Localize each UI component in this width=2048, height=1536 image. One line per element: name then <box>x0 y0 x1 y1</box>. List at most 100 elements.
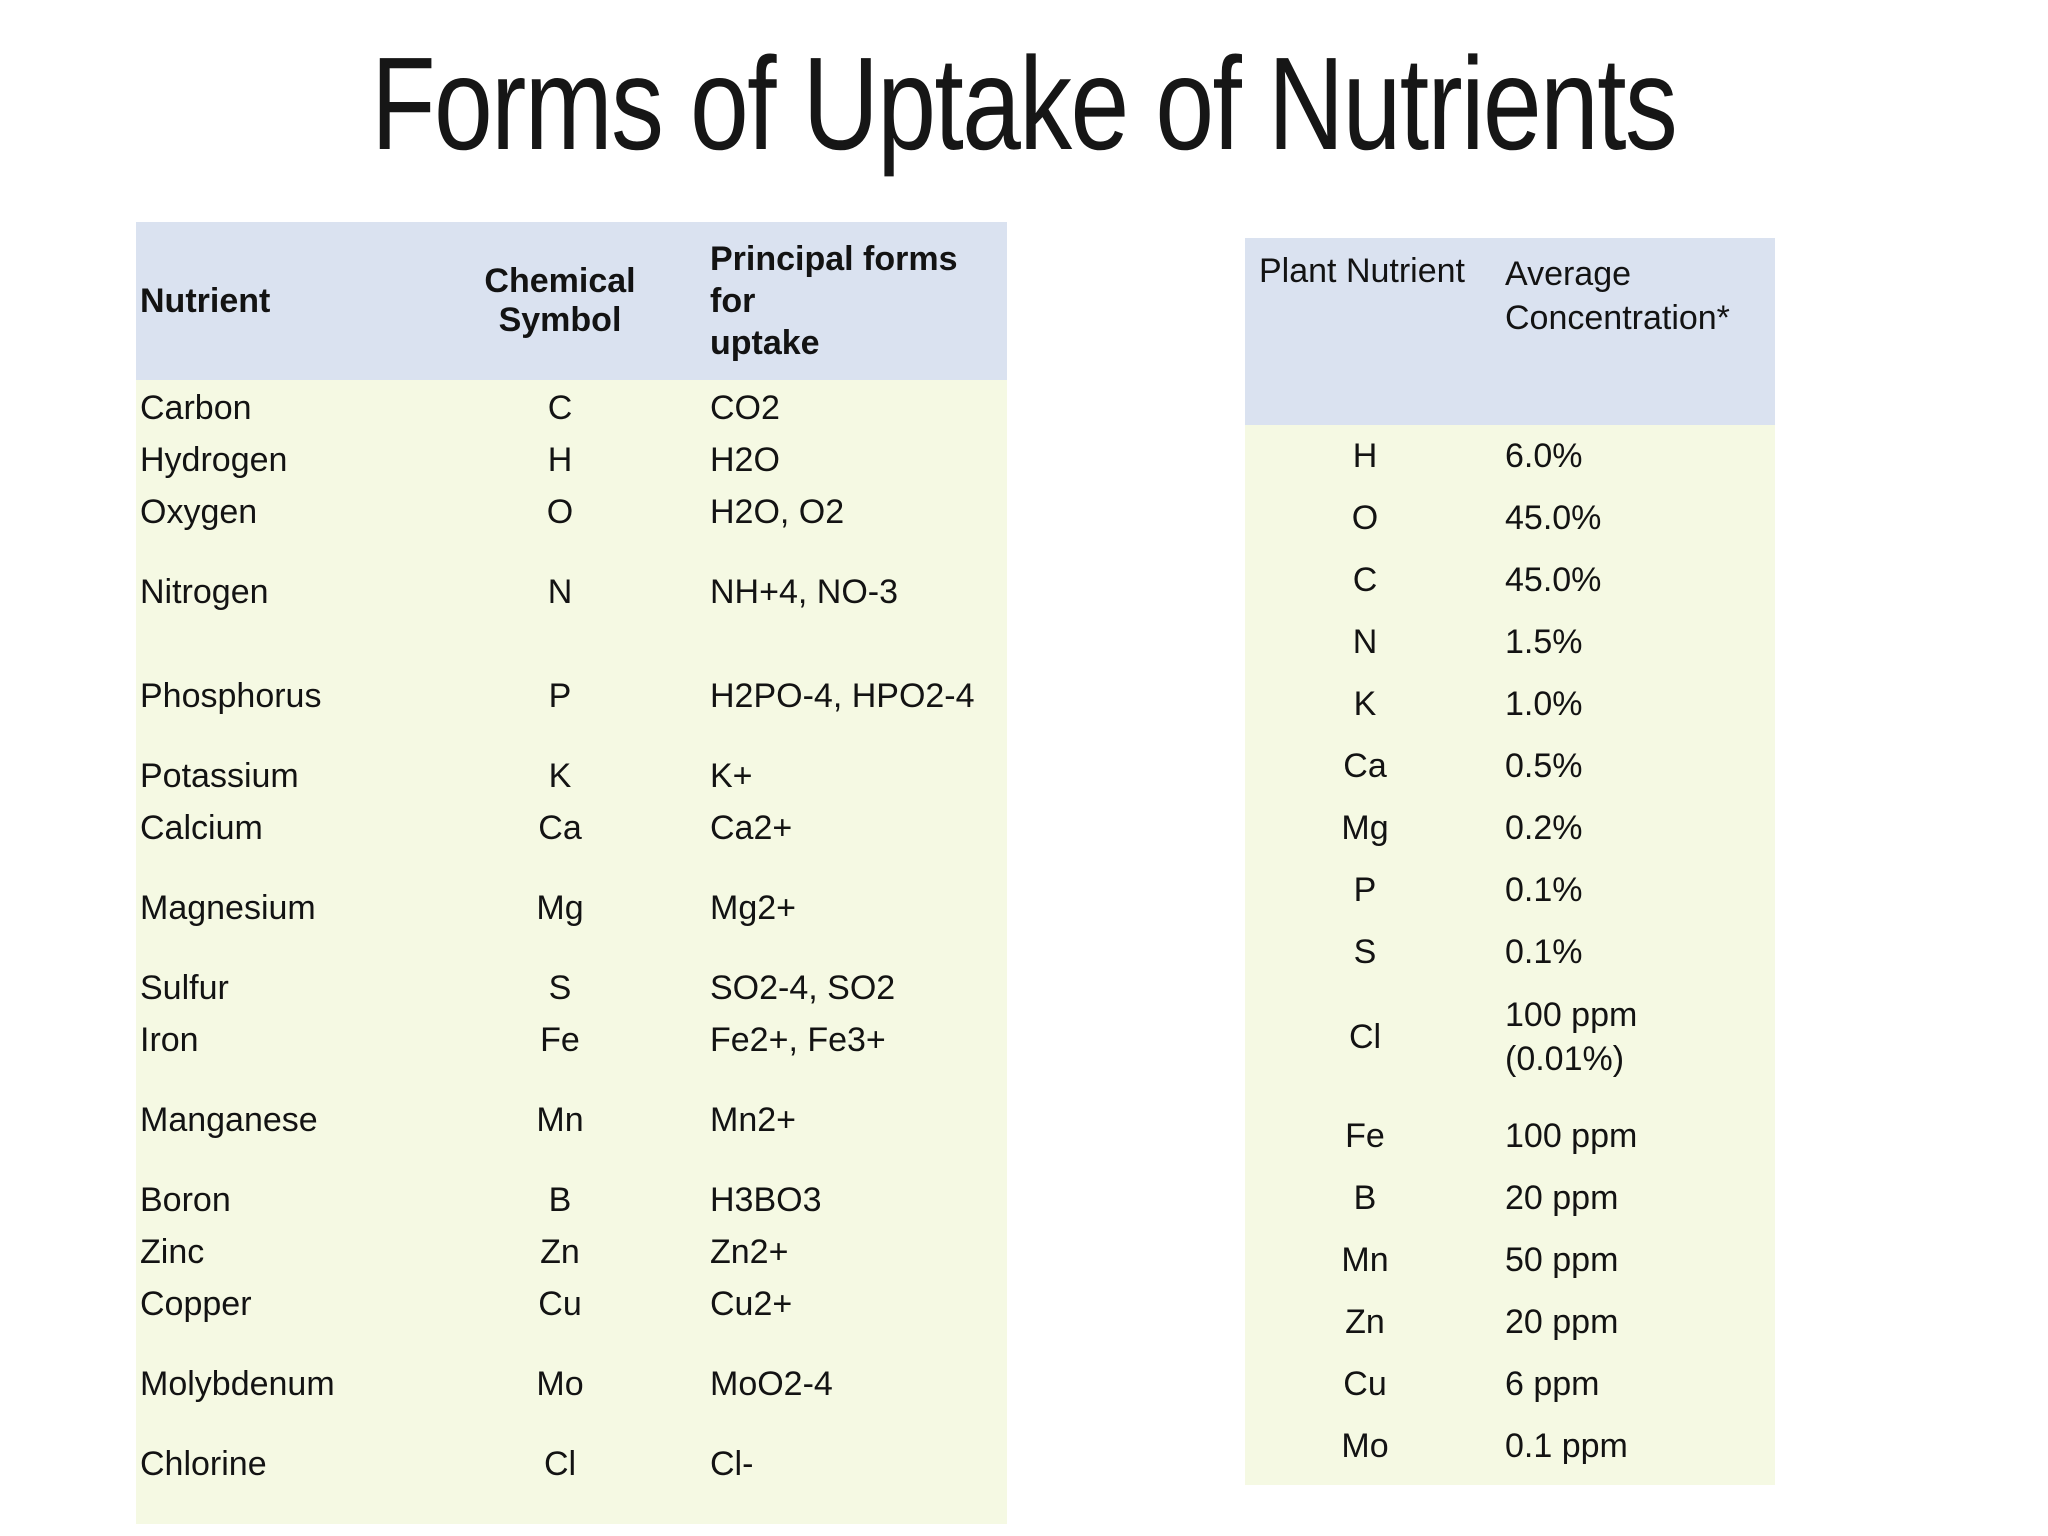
nutrient-name-cell: Magnesium <box>140 888 316 927</box>
uptake-forms-cell: NH+4, NO-3 <box>710 572 898 611</box>
nutrient-name-cell: Copper <box>140 1284 252 1323</box>
nutrient-name-cell: Sulfur <box>140 968 229 1007</box>
average-concentration-cell: 20 ppm <box>1505 1179 1619 1217</box>
uptake-forms-cell: H3BO3 <box>710 1180 822 1219</box>
uptake-forms-cell: CO2 <box>710 388 780 427</box>
table-row: Iron Fe Fe2+, Fe3+ <box>136 1014 1007 1066</box>
nutrient-name-cell: Iron <box>140 1020 199 1059</box>
uptake-forms-cell: Cl- <box>710 1444 754 1483</box>
chemical-symbol-cell: N <box>547 572 573 611</box>
table-row: Mn 50 ppm <box>1245 1229 1775 1291</box>
chemical-symbol-cell: Mo <box>536 1364 584 1403</box>
table-row: Phosphorus P H2PO-4, HPO2-4 <box>136 670 1007 722</box>
table-row: Manganese Mn Mn2+ <box>136 1094 1007 1146</box>
nutrient-name-cell: Carbon <box>140 388 252 427</box>
chemical-symbol-cell: Mg <box>536 888 584 927</box>
concentration-table-header: Plant Nutrient Average Concentration* <box>1245 238 1775 425</box>
table-row: Potassium K K+ <box>136 750 1007 802</box>
table-row: Chlorine Cl Cl- <box>136 1438 1007 1490</box>
table-row: Molybdenum Mo MoO2-4 <box>136 1358 1007 1410</box>
table-row: Mo 0.1 ppm <box>1245 1415 1775 1477</box>
nutrient-name-cell: Boron <box>140 1180 231 1219</box>
table-row: Ca 0.5% <box>1245 735 1775 797</box>
concentration-table: Plant Nutrient Average Concentration* H … <box>1245 238 1775 1485</box>
plant-nutrient-symbol-cell: B <box>1353 1178 1377 1217</box>
column-header-average-concentration: Average Concentration* <box>1505 255 1730 337</box>
uptake-table-body: Carbon C CO2 Hydrogen H H2O Oxygen O H2O… <box>136 380 1007 1524</box>
table-row: Fe 100 ppm <box>1245 1105 1775 1167</box>
nutrient-name-cell: Nitrogen <box>140 572 269 611</box>
plant-nutrient-symbol-cell: Cu <box>1343 1364 1387 1403</box>
table-row: Boron B H3BO3 <box>136 1174 1007 1226</box>
column-header-principal-forms: Principal forms for uptake <box>710 240 958 362</box>
nutrient-name-cell: Chlorine <box>140 1444 267 1483</box>
column-header-nutrient: Nutrient <box>140 281 271 320</box>
table-row: P 0.1% <box>1245 859 1775 921</box>
nutrient-name-cell: Calcium <box>140 808 263 847</box>
average-concentration-cell: 50 ppm <box>1505 1241 1619 1279</box>
table-row: N 1.5% <box>1245 611 1775 673</box>
table-row: Calcium Ca Ca2+ <box>136 802 1007 854</box>
chemical-symbol-cell: H <box>547 440 573 479</box>
nutrient-name-cell: Manganese <box>140 1100 318 1139</box>
concentration-table-body: H 6.0% O 45.0% C 45.0% N 1.5% K 1.0% Ca … <box>1245 425 1775 1485</box>
chemical-symbol-cell: B <box>548 1180 572 1219</box>
table-row: Cu 6 ppm <box>1245 1353 1775 1415</box>
plant-nutrient-symbol-cell: Mg <box>1341 808 1389 847</box>
table-row: Sulfur S SO2-4, SO2 <box>136 962 1007 1014</box>
plant-nutrient-symbol-cell: Fe <box>1345 1116 1385 1155</box>
chemical-symbol-cell: K <box>548 756 572 795</box>
average-concentration-cell: 0.1% <box>1505 871 1583 909</box>
uptake-forms-cell: Fe2+, Fe3+ <box>710 1020 886 1059</box>
average-concentration-cell: 6 ppm <box>1505 1365 1600 1403</box>
uptake-forms-cell: Zn2+ <box>710 1232 789 1271</box>
chemical-symbol-cell: Fe <box>540 1020 580 1059</box>
plant-nutrient-symbol-cell: P <box>1353 870 1377 909</box>
average-concentration-cell: 1.0% <box>1505 685 1583 723</box>
average-concentration-cell: 100 ppm <box>1505 1117 1638 1155</box>
chemical-symbol-cell: Zn <box>540 1232 580 1271</box>
table-row: O 45.0% <box>1245 487 1775 549</box>
plant-nutrient-symbol-cell: N <box>1352 622 1378 661</box>
chemical-symbol-cell: Mn <box>536 1100 584 1139</box>
average-concentration-cell: 1.5% <box>1505 623 1583 661</box>
average-concentration-cell: 0.2% <box>1505 809 1583 847</box>
table-row: Nitrogen N NH+4, NO-3 <box>136 566 1007 618</box>
average-concentration-cell: 6.0% <box>1505 437 1583 475</box>
page-title: Forms of Uptake of Nutrients <box>0 24 2048 184</box>
average-concentration-cell: 100 ppm (0.01%) <box>1505 996 1638 1078</box>
plant-nutrient-symbol-cell: Cl <box>1348 1017 1382 1056</box>
plant-nutrient-symbol-cell: H <box>1352 436 1378 475</box>
uptake-forms-cell: H2O <box>710 440 780 479</box>
uptake-table-header: Nutrient Chemical Symbol Principal forms… <box>136 222 1007 380</box>
table-row: B 20 ppm <box>1245 1167 1775 1229</box>
page-title-text: Forms of Uptake of Nutrients <box>371 30 1678 177</box>
average-concentration-cell: 45.0% <box>1505 499 1602 537</box>
chemical-symbol-cell: Cl <box>543 1444 577 1483</box>
uptake-forms-cell: K+ <box>710 756 753 795</box>
nutrient-name-cell: Phosphorus <box>140 676 322 715</box>
table-row: Carbon C CO2 <box>136 382 1007 434</box>
table-row: Cl 100 ppm (0.01%) <box>1245 983 1775 1091</box>
uptake-forms-cell: Mg2+ <box>710 888 796 927</box>
table-row: Mg 0.2% <box>1245 797 1775 859</box>
plant-nutrient-symbol-cell: Mo <box>1341 1426 1389 1465</box>
table-row: Copper Cu Cu2+ <box>136 1278 1007 1330</box>
uptake-forms-cell: Ca2+ <box>710 808 793 847</box>
chemical-symbol-cell: C <box>547 388 573 427</box>
chemical-symbol-cell: S <box>548 968 572 1007</box>
table-row: K 1.0% <box>1245 673 1775 735</box>
plant-nutrient-symbol-cell: S <box>1353 932 1377 971</box>
table-row: Oxygen O H2O, O2 <box>136 486 1007 538</box>
chemical-symbol-cell: Ca <box>538 808 582 847</box>
table-row: H 6.0% <box>1245 425 1775 487</box>
nutrient-name-cell: Oxygen <box>140 492 258 531</box>
plant-nutrient-symbol-cell: K <box>1353 684 1377 723</box>
nutrient-name-cell: Hydrogen <box>140 440 288 479</box>
nutrient-name-cell: Potassium <box>140 756 299 795</box>
column-header-chemical-symbol: Chemical Symbol <box>484 262 636 339</box>
uptake-forms-cell: Cu2+ <box>710 1284 793 1323</box>
uptake-forms-table: Nutrient Chemical Symbol Principal forms… <box>136 222 1007 1524</box>
chemical-symbol-cell: O <box>546 492 574 531</box>
chemical-symbol-cell: P <box>548 676 572 715</box>
